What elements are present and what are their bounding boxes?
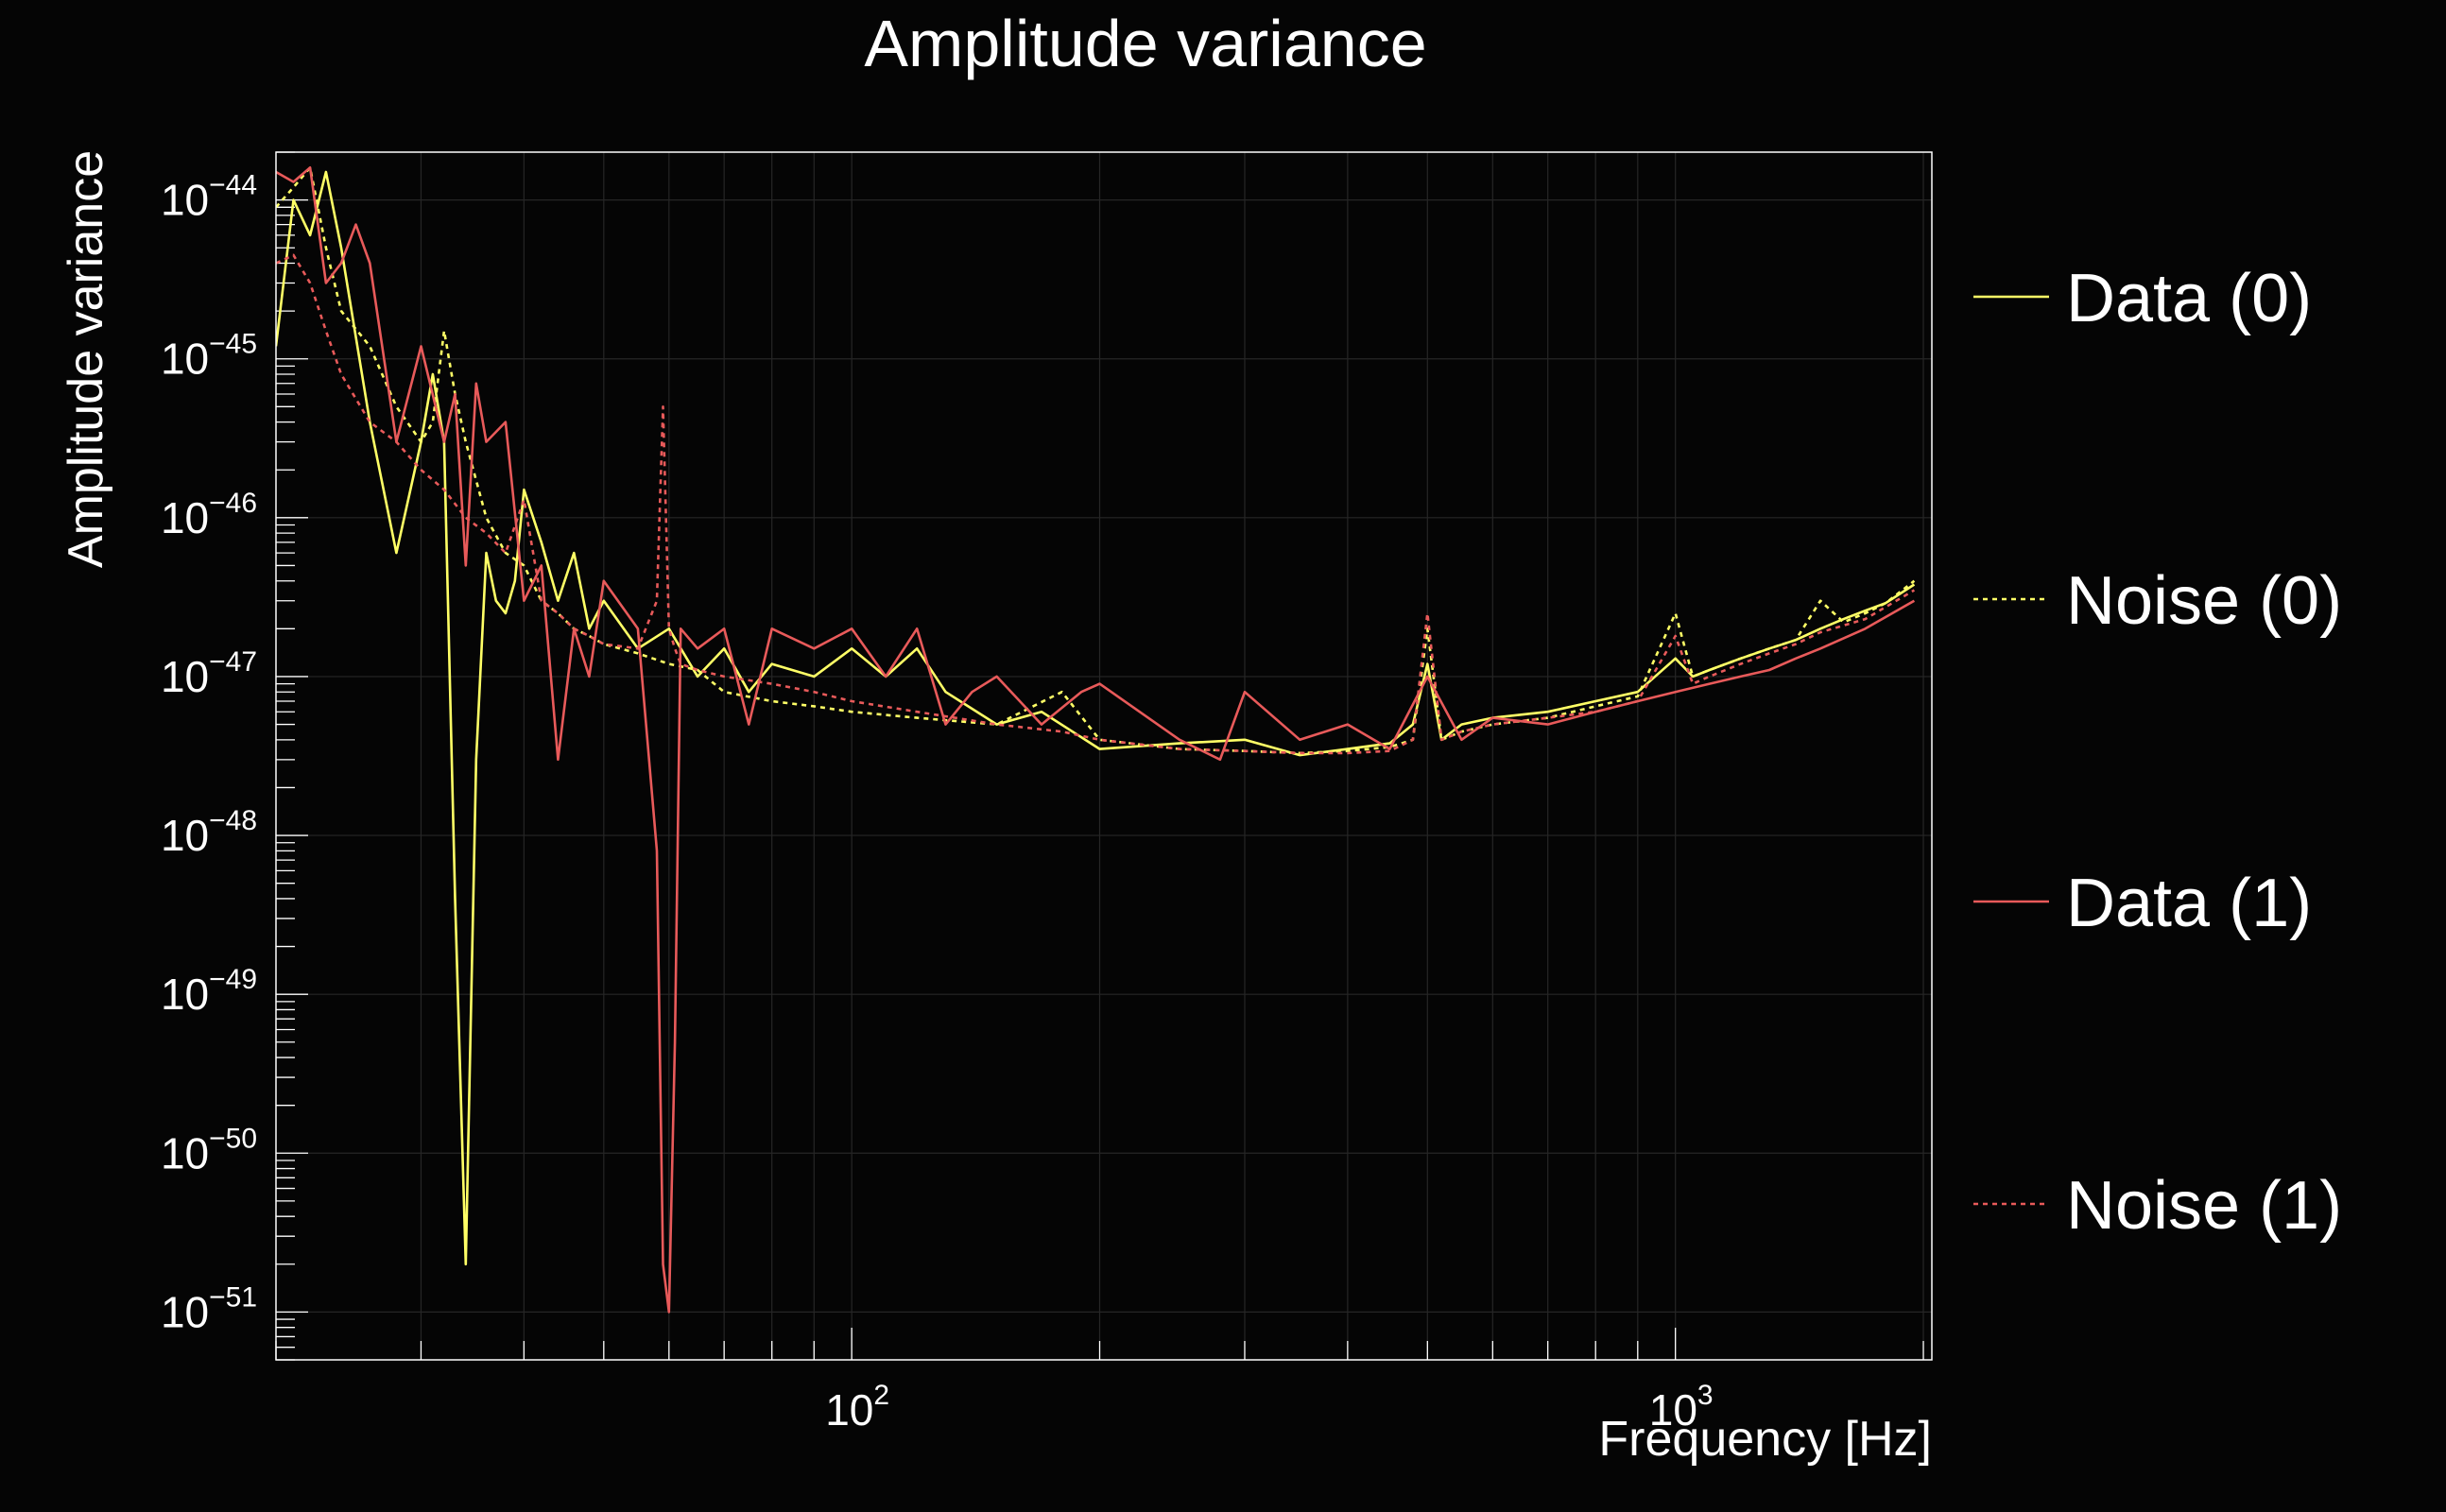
- legend-label: Noise (1): [2066, 1168, 2342, 1244]
- y-tick-label: 10−44: [161, 170, 257, 225]
- legend-label: Noise (0): [2066, 563, 2342, 639]
- y-tick-label: 10−49: [161, 964, 257, 1019]
- x-tick-label: 102: [825, 1380, 889, 1435]
- chart-title: Amplitude variance: [864, 7, 1426, 80]
- y-axis-label: Amplitude variance: [59, 150, 113, 568]
- series-lines: [276, 166, 1916, 1314]
- y-tick-label: 10−50: [161, 1123, 257, 1177]
- x-tick-label: 103: [1649, 1380, 1714, 1435]
- series-line-4: [276, 253, 1916, 755]
- y-tick-label: 10−51: [161, 1281, 257, 1336]
- series-line-2: [276, 166, 1916, 755]
- minor-ticks: [275, 151, 1924, 1361]
- y-tick-labels: 10−44 10−45 10−46 10−47 10−48 10−49 10−50 10−51: [161, 170, 257, 1337]
- y-tick-label: 10−48: [161, 805, 257, 860]
- legend-label: Data (1): [2066, 866, 2312, 941]
- x-axis-label: Frequency [Hz]: [1598, 1412, 1932, 1467]
- series-line-1: [276, 170, 1916, 1266]
- legend: Data (0) Noise (0) Data (1) Noise (1): [1973, 261, 2342, 1244]
- y-tick-label: 10−45: [161, 329, 257, 384]
- y-tick-label: 10−46: [161, 488, 257, 542]
- x-tick-labels: 102 103: [825, 1380, 1713, 1435]
- series-line-3: [276, 166, 1916, 1314]
- plot-frame: [275, 151, 1933, 1361]
- legend-label: Data (0): [2066, 261, 2312, 336]
- y-tick-label: 10−47: [161, 646, 257, 701]
